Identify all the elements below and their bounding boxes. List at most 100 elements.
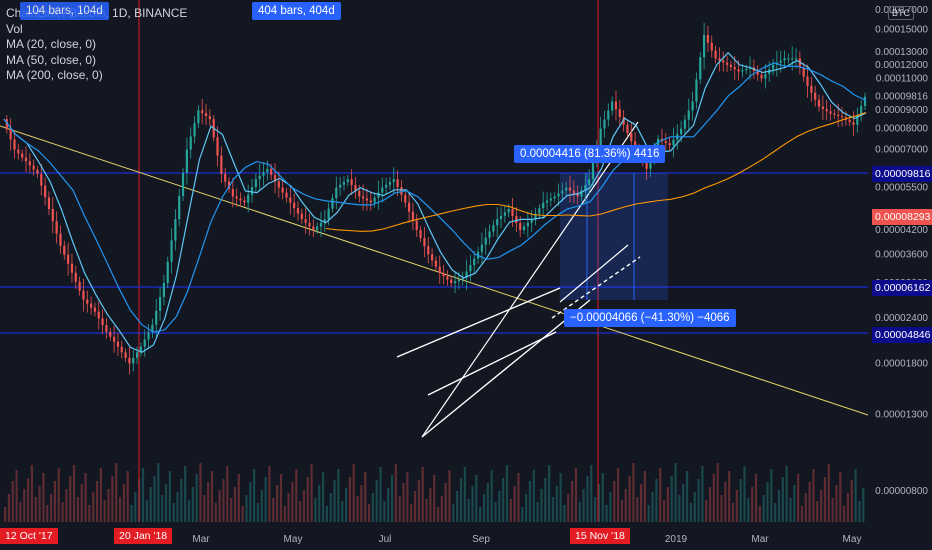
price-axis[interactable]: 0.00017000 0.00015000 0.00013000 0.00012000… (868, 0, 932, 550)
volume-bar (655, 479, 658, 522)
volume-bar (747, 498, 750, 522)
candle-body (473, 258, 476, 266)
price-tick-label: 0.00009816 (875, 91, 928, 102)
candle-body (289, 197, 292, 203)
volume-bar (571, 481, 574, 522)
volume-bar (99, 468, 102, 522)
candle-body (300, 213, 303, 220)
bars-range-badge-right[interactable]: 404 bars, 404d (252, 2, 341, 20)
volume-bar (298, 501, 302, 522)
volume-bar (517, 473, 520, 522)
price-tag-current: 0.00008293 (872, 209, 932, 225)
candle-body (354, 184, 357, 191)
volume-bar (341, 501, 344, 522)
volume-bar (203, 495, 206, 522)
volume-bar (406, 472, 409, 522)
candle-body (492, 225, 495, 232)
volume-bar (785, 466, 788, 522)
volume-bar (394, 464, 397, 522)
candle-body (852, 122, 855, 125)
candle-body (227, 181, 231, 189)
candle-body (741, 70, 744, 72)
price-tick-label: 0.00000800 (875, 486, 928, 497)
candle-body (197, 110, 200, 124)
volume-bar (84, 473, 87, 522)
legend-vol: Vol (6, 21, 23, 36)
candle-body (116, 341, 120, 347)
candle-body (568, 187, 572, 191)
price-range-down-badge[interactable]: −0.00004066 (−41.30%) −4066 (564, 309, 736, 327)
candle-body (737, 69, 740, 72)
volume-bar (797, 474, 800, 522)
candle-body (611, 101, 614, 111)
time-tick-label: Sep (472, 534, 490, 545)
volume-bar (777, 490, 781, 522)
candle-body (840, 116, 844, 118)
candle-body (135, 352, 139, 358)
price-range-up-badge[interactable]: 0.00004416 (81.36%) 4416 (514, 145, 666, 163)
candle-body (588, 179, 591, 185)
candle-body (584, 184, 587, 191)
volume-bar (739, 479, 742, 522)
volume-bar (268, 466, 271, 522)
volume-bar (639, 484, 643, 522)
candle-body (21, 153, 24, 158)
candle-body (450, 279, 453, 283)
volume-bar (264, 477, 267, 522)
candle-body (607, 110, 610, 120)
price-tick-label: 0.00008000 (875, 124, 928, 135)
volume-bar (858, 501, 861, 522)
volume-bar (574, 468, 578, 522)
volume-bar (513, 486, 516, 522)
volume-bar (306, 477, 309, 522)
candle-body (630, 133, 633, 142)
volume-bar (88, 505, 91, 522)
volume-bar (356, 496, 359, 522)
candle-body (699, 57, 702, 80)
wedge-upper-line (421, 121, 639, 438)
price-tick-label: 0.00007000 (875, 145, 928, 156)
candle-body (112, 336, 116, 342)
volume-bar (302, 490, 306, 522)
candle-body (817, 99, 821, 107)
candle-body (342, 182, 346, 185)
volume-bar (536, 502, 539, 522)
bars-range-badge-left[interactable]: 104 bars, 104d (20, 2, 109, 20)
candle-body (561, 190, 564, 194)
volume-bar (613, 481, 616, 522)
volume-bar (421, 467, 424, 522)
candle-body (277, 181, 280, 188)
candle-body (201, 110, 204, 114)
volume-bar (555, 486, 558, 522)
candle-body (860, 106, 863, 116)
volume-bar (643, 471, 646, 522)
volume-bar (831, 498, 834, 522)
volume-bar (390, 475, 394, 522)
candle-body (553, 196, 556, 199)
candle-body (258, 175, 261, 180)
volume-bar (256, 503, 260, 522)
candle-body (189, 136, 192, 150)
candle-body (400, 187, 403, 195)
candle-body (706, 35, 710, 43)
candle-body (576, 193, 579, 197)
volume-bar (191, 487, 194, 522)
candle-body (254, 179, 257, 188)
candle-body (158, 296, 162, 311)
volume-bar (716, 463, 719, 522)
candle-body (151, 324, 154, 333)
volume-bar (551, 497, 555, 522)
volume-bar (107, 489, 110, 522)
candle-body (829, 111, 832, 114)
candle-body (331, 198, 334, 209)
candle-body (5, 119, 8, 130)
candle-body (270, 168, 273, 176)
flag-line (559, 244, 629, 303)
candle-body (794, 58, 798, 60)
candle-body (783, 58, 786, 61)
volume-bar (578, 502, 581, 522)
candle-body (36, 169, 39, 174)
breakout-dashed-line (551, 256, 641, 319)
candle-body (515, 216, 518, 224)
